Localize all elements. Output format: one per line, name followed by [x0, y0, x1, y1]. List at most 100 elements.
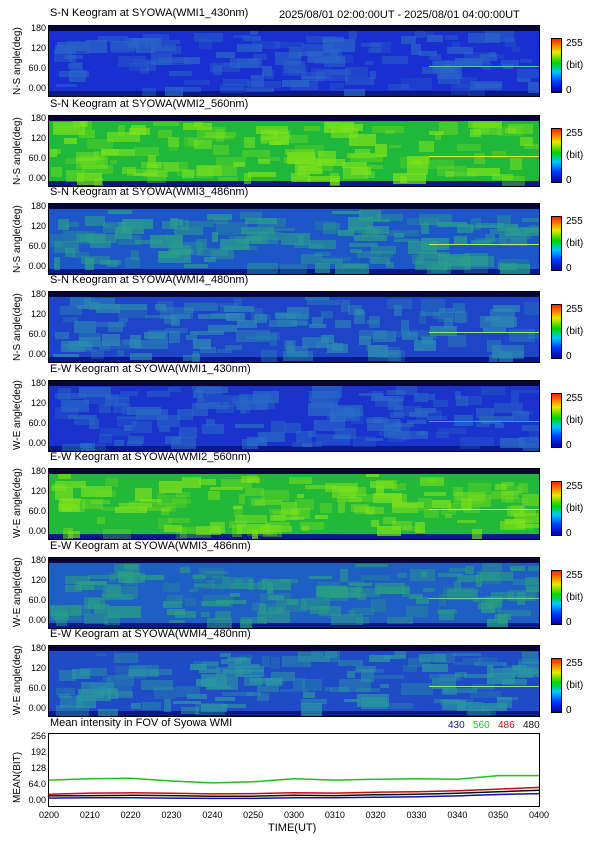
colorbar [551, 481, 562, 536]
keogram-title: S-N Keogram at SYOWA(WMI4_480nm) [50, 274, 249, 286]
x-tick: 0340 [447, 810, 468, 820]
keogram-title: S-N Keogram at SYOWA(WMI2_560nm) [50, 98, 249, 110]
keogram-y-tick: 180 [30, 113, 46, 123]
keogram-y-tick: 120 [30, 575, 46, 585]
mean-y-tick: 128 [30, 763, 46, 773]
mean-y-tick: 256 [30, 731, 46, 741]
keogram-y-tick: 120 [30, 221, 46, 231]
colorbar [551, 128, 562, 183]
keogram-image [48, 203, 540, 275]
mean-y-tick: 0.00 [28, 795, 46, 805]
colorbar-min-label: 0 [566, 351, 572, 362]
keogram-image [48, 645, 540, 717]
keogram-y-tick: 0.00 [28, 615, 46, 625]
mean-chart-plot [48, 733, 540, 807]
x-tick: 0210 [79, 810, 100, 820]
keogram-image [48, 115, 540, 187]
keogram-y-tick: 120 [30, 133, 46, 143]
keogram-y-tick: 60.0 [28, 329, 46, 339]
keogram-y-tick: 0.00 [28, 526, 46, 536]
keogram-image [48, 291, 540, 363]
colorbar-max-label: 255 [566, 658, 583, 669]
keogram-y-tick: 180 [30, 23, 46, 33]
keogram-y-tick: 60.0 [28, 595, 46, 605]
colorbar-max-label: 255 [566, 128, 583, 139]
x-tick: 0330 [406, 810, 427, 820]
keogram-y-tick: 0.00 [28, 703, 46, 713]
colorbar-min-label: 0 [566, 528, 572, 539]
colorbar-min-label: 0 [566, 705, 572, 716]
keogram-image [48, 557, 540, 629]
keogram-title: S-N Keogram at SYOWA(WMI3_486nm) [50, 186, 249, 198]
series-line-480 [48, 789, 540, 797]
keogram-y-tick: 0.00 [28, 261, 46, 271]
colorbar-max-label: 255 [566, 570, 583, 581]
keogram-y-tick: 60.0 [28, 241, 46, 251]
colorbar [551, 38, 562, 93]
colorbar-unit-label: (bit) [566, 150, 584, 161]
keogram-y-tick: 180 [30, 201, 46, 211]
x-tick: 0320 [365, 810, 386, 820]
series-line-430 [48, 792, 540, 800]
keogram-y-tick: 120 [30, 43, 46, 53]
colorbar-max-label: 255 [566, 304, 583, 315]
colorbar-min-label: 0 [566, 85, 572, 96]
keogram-title: S-N Keogram at SYOWA(WMI1_430nm) [50, 7, 249, 19]
x-tick: 0230 [161, 810, 182, 820]
keogram-title: E-W Keogram at SYOWA(WMI3_486nm) [50, 540, 251, 552]
keogram-y-tick: 0.00 [28, 349, 46, 359]
mean-y-tick: 192 [30, 747, 46, 757]
keogram-image [48, 468, 540, 540]
colorbar [551, 658, 562, 713]
colorbar [551, 216, 562, 271]
keogram-y-tick: 0.00 [28, 83, 46, 93]
mean-y-tick: 64.0 [28, 779, 46, 789]
keogram-y-tick: 120 [30, 309, 46, 319]
keogram-y-tick: 180 [30, 643, 46, 653]
colorbar-unit-label: (bit) [566, 680, 584, 691]
keogram-title: E-W Keogram at SYOWA(WMI2_560nm) [50, 451, 251, 463]
colorbar [551, 393, 562, 448]
keogram-y-tick: 60.0 [28, 683, 46, 693]
colorbar-unit-label: (bit) [566, 415, 584, 426]
colorbar-unit-label: (bit) [566, 503, 584, 514]
colorbar-min-label: 0 [566, 175, 572, 186]
keogram-y-tick: 120 [30, 398, 46, 408]
time-range: 2025/08/01 02:00:00UT - 2025/08/01 04:00… [279, 9, 520, 21]
colorbar-max-label: 255 [566, 216, 583, 227]
colorbar-max-label: 255 [566, 38, 583, 49]
colorbar [551, 304, 562, 359]
colorbar-max-label: 255 [566, 481, 583, 492]
mean-chart-title: Mean intensity in FOV of Syowa WMI [50, 717, 233, 729]
keogram-y-tick: 180 [30, 378, 46, 388]
keogram-y-tick: 120 [30, 486, 46, 496]
keogram-y-tick: 60.0 [28, 418, 46, 428]
colorbar-max-label: 255 [566, 393, 583, 404]
x-tick: 0400 [528, 810, 550, 820]
keogram-y-tick: 120 [30, 663, 46, 673]
keogram-y-tick: 180 [30, 289, 46, 299]
keogram-y-tick: 180 [30, 466, 46, 476]
keogram-title: E-W Keogram at SYOWA(WMI4_480nm) [50, 628, 251, 640]
legend-item-430: 430 [448, 720, 465, 731]
keogram-y-tick: 180 [30, 555, 46, 565]
legend-item-486: 486 [498, 720, 515, 731]
series-line-560 [48, 774, 539, 784]
keogram-y-tick: 0.00 [28, 173, 46, 183]
x-tick: 0200 [38, 810, 60, 820]
keogram-image [48, 380, 540, 452]
colorbar-unit-label: (bit) [566, 60, 584, 71]
keogram-title: E-W Keogram at SYOWA(WMI1_430nm) [50, 363, 251, 375]
keogram-y-tick: 0.00 [28, 438, 46, 448]
colorbar [551, 570, 562, 625]
colorbar-min-label: 0 [566, 617, 572, 628]
x-tick: 0350 [488, 810, 509, 820]
legend-item-480: 480 [523, 720, 540, 731]
keogram-image [48, 25, 540, 97]
colorbar-min-label: 0 [566, 440, 572, 451]
series-line-486 [48, 786, 540, 795]
x-tick: 0310 [324, 810, 345, 820]
keogram-y-tick: 60.0 [28, 63, 46, 73]
colorbar-unit-label: (bit) [566, 592, 584, 603]
x-tick: 0240 [202, 810, 223, 820]
